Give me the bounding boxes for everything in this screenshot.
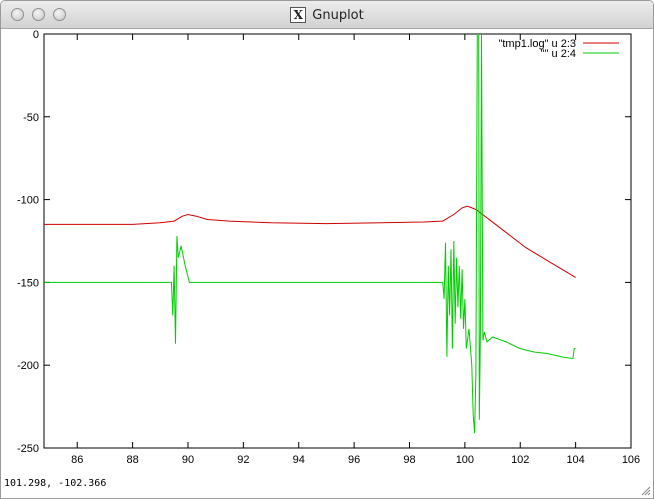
gnuplot-chart[interactable]: 86 88 90 92 94 96 98 100 102 104 106 0 -50 -100 -150 -2… (1, 29, 654, 499)
x11-icon: X (290, 7, 307, 23)
legend-label: "tmp1.log" u 2:3 (498, 38, 576, 50)
x-tick-label: 106 (622, 454, 640, 466)
x-tick-label: 98 (403, 454, 415, 466)
x-tick-label: 104 (566, 454, 584, 466)
x-tick-label: 96 (348, 454, 360, 466)
x-tick-label: 100 (456, 454, 474, 466)
legend-label: "" u 2:4 (541, 48, 576, 60)
x-tick-label: 90 (182, 454, 194, 466)
y-tick-label: -50 (23, 112, 39, 124)
resize-grip-icon[interactable] (639, 484, 651, 496)
series-line-2 (44, 34, 576, 434)
y-tick-label: -250 (17, 443, 39, 455)
y-tick-label: -200 (17, 360, 39, 372)
plot-area[interactable]: 86 88 90 92 94 96 98 100 102 104 106 0 -50 -100 -150 -2… (1, 29, 654, 499)
mouse-coordinates-readout: 101.298, -102.366 (4, 478, 107, 489)
window-title-group: X Gnuplot (1, 1, 653, 29)
x-tick-label: 94 (293, 454, 305, 466)
series-line-1 (44, 205, 576, 278)
plot-border (43, 33, 632, 449)
y-tick-label: -150 (17, 277, 39, 289)
zoom-window-button[interactable] (53, 8, 66, 21)
close-window-button[interactable] (11, 8, 24, 21)
window-title: Gnuplot (312, 7, 364, 23)
x-tick-label: 86 (71, 454, 83, 466)
x-tick-label: 102 (511, 454, 529, 466)
y-tick-label: 0 (33, 29, 39, 41)
x-tick-label: 92 (237, 454, 249, 466)
x-tick-label: 88 (126, 454, 138, 466)
y-tick-label: -100 (17, 195, 39, 207)
title-bar: X Gnuplot (1, 1, 653, 29)
minimize-window-button[interactable] (32, 8, 45, 21)
